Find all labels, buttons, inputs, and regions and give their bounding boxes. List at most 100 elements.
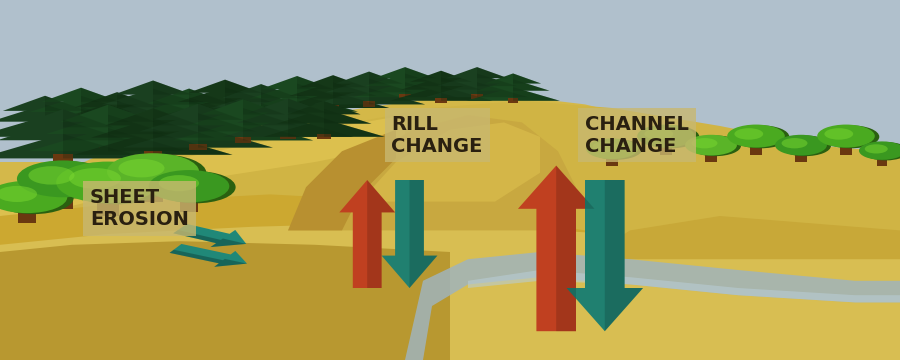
Polygon shape	[3, 96, 87, 111]
Circle shape	[775, 135, 827, 156]
Bar	[660, 141, 672, 155]
Polygon shape	[260, 76, 334, 89]
Polygon shape	[513, 87, 560, 101]
Polygon shape	[288, 118, 354, 137]
Polygon shape	[198, 113, 256, 131]
Bar	[607, 153, 617, 166]
Polygon shape	[236, 94, 358, 112]
Polygon shape	[476, 79, 550, 91]
Polygon shape	[300, 75, 366, 87]
Polygon shape	[324, 119, 385, 137]
Circle shape	[119, 159, 165, 177]
Polygon shape	[567, 180, 643, 331]
Polygon shape	[173, 230, 247, 247]
Polygon shape	[153, 104, 243, 120]
Circle shape	[727, 125, 785, 148]
Circle shape	[17, 161, 109, 197]
Circle shape	[779, 135, 831, 156]
Polygon shape	[63, 120, 129, 140]
Circle shape	[642, 125, 699, 148]
Bar	[74, 122, 88, 129]
Circle shape	[148, 170, 230, 202]
Polygon shape	[91, 118, 215, 138]
Bar	[218, 112, 232, 117]
Polygon shape	[243, 120, 313, 140]
Polygon shape	[313, 88, 425, 104]
Polygon shape	[189, 109, 259, 130]
Polygon shape	[405, 252, 900, 360]
Polygon shape	[15, 107, 147, 126]
Polygon shape	[237, 107, 339, 123]
Polygon shape	[477, 67, 508, 78]
Circle shape	[644, 128, 673, 140]
Polygon shape	[0, 116, 115, 137]
Polygon shape	[117, 113, 187, 133]
Polygon shape	[45, 104, 100, 122]
Polygon shape	[153, 100, 219, 119]
Polygon shape	[367, 180, 395, 288]
Polygon shape	[29, 128, 187, 151]
Polygon shape	[169, 250, 247, 267]
Polygon shape	[518, 166, 594, 331]
Polygon shape	[63, 109, 113, 127]
Polygon shape	[513, 79, 550, 91]
Circle shape	[732, 125, 789, 148]
Circle shape	[859, 141, 900, 160]
Circle shape	[691, 138, 717, 148]
Polygon shape	[276, 109, 372, 124]
Bar	[327, 105, 339, 110]
Circle shape	[637, 125, 695, 148]
Circle shape	[24, 162, 116, 198]
Circle shape	[114, 154, 206, 191]
Polygon shape	[289, 82, 377, 96]
Polygon shape	[585, 216, 900, 259]
Polygon shape	[153, 108, 201, 125]
Polygon shape	[369, 88, 425, 104]
Bar	[281, 133, 295, 139]
Polygon shape	[153, 131, 232, 155]
Polygon shape	[198, 104, 243, 120]
Polygon shape	[153, 89, 204, 105]
Polygon shape	[221, 84, 301, 98]
Circle shape	[865, 144, 887, 153]
Polygon shape	[288, 130, 396, 230]
Polygon shape	[426, 82, 528, 97]
Polygon shape	[605, 180, 643, 331]
Polygon shape	[369, 72, 402, 84]
Polygon shape	[108, 114, 170, 134]
Polygon shape	[466, 87, 560, 101]
Bar	[796, 150, 806, 162]
Polygon shape	[87, 100, 219, 119]
Polygon shape	[153, 81, 193, 95]
Polygon shape	[117, 92, 159, 107]
Polygon shape	[164, 98, 286, 115]
Circle shape	[734, 128, 763, 140]
Polygon shape	[117, 101, 172, 118]
Polygon shape	[261, 103, 327, 122]
Polygon shape	[60, 105, 156, 122]
Polygon shape	[0, 194, 900, 360]
Circle shape	[56, 162, 160, 203]
Circle shape	[685, 135, 737, 156]
Polygon shape	[441, 77, 482, 90]
Polygon shape	[390, 86, 492, 101]
Circle shape	[592, 141, 618, 152]
Polygon shape	[410, 180, 437, 288]
Polygon shape	[189, 89, 231, 104]
Bar	[96, 192, 120, 216]
Bar	[109, 129, 125, 136]
Bar	[508, 98, 518, 103]
Polygon shape	[102, 89, 204, 105]
Polygon shape	[324, 101, 361, 114]
Bar	[399, 94, 411, 99]
Bar	[840, 141, 852, 155]
Polygon shape	[105, 108, 201, 125]
Polygon shape	[248, 99, 328, 113]
Polygon shape	[0, 104, 100, 122]
Polygon shape	[210, 92, 312, 108]
Polygon shape	[243, 108, 298, 125]
Polygon shape	[46, 114, 170, 134]
Polygon shape	[188, 80, 262, 93]
Bar	[180, 193, 198, 212]
Polygon shape	[243, 99, 285, 114]
